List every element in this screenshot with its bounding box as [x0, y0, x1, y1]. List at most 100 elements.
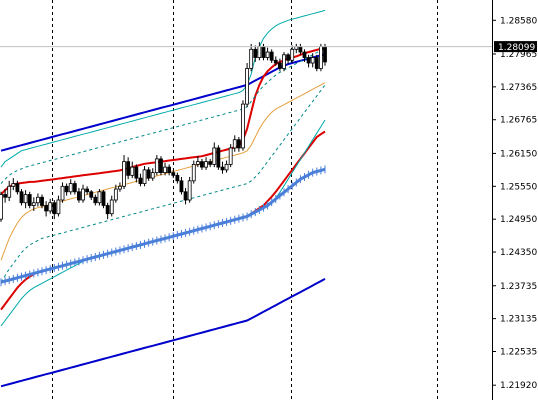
candle-body	[249, 48, 254, 69]
candle-body	[286, 54, 290, 61]
y-tick-label: 1.23135	[500, 315, 537, 325]
candle-body	[56, 199, 61, 215]
candle-body	[134, 166, 139, 179]
candle-body	[191, 163, 196, 182]
y-tick-label: 1.25550	[500, 182, 537, 192]
candle-body	[97, 191, 102, 204]
candle-body	[183, 191, 188, 201]
candle-body	[265, 51, 270, 58]
candle-body	[31, 202, 36, 206]
candle-body	[7, 185, 12, 198]
candle-body	[93, 196, 98, 204]
candle-body	[105, 205, 110, 215]
candle-body	[224, 163, 229, 171]
candle-body	[282, 54, 286, 69]
candle-body	[212, 147, 217, 165]
current-price-box-bg	[494, 41, 537, 53]
candle-body	[187, 180, 192, 201]
candle-body	[195, 161, 200, 165]
candle-body	[306, 57, 311, 64]
candle-body	[179, 180, 184, 193]
candle-body	[163, 166, 167, 174]
y-tick-label: 1.26765	[500, 116, 537, 126]
candle-body	[204, 161, 208, 168]
candle-body	[261, 46, 266, 58]
candle-body	[245, 68, 249, 105]
candle-body	[126, 161, 131, 176]
candle-body	[167, 166, 172, 174]
series-line	[0, 53, 326, 152]
candle-body	[253, 48, 258, 58]
y-tick-label: 1.22535	[500, 348, 537, 358]
candle-body	[298, 46, 303, 53]
candle-body	[277, 62, 282, 69]
candle-body	[138, 177, 143, 184]
current-price-label: 1.28099	[498, 43, 535, 53]
candle-body	[64, 185, 69, 193]
candle-body	[44, 205, 49, 212]
price-axis: 1.28580 1.27965 1.27365 1.26765 1.26150 1.255…	[492, 16, 537, 391]
candle-body	[89, 191, 94, 198]
candle-body	[0, 194, 3, 220]
series-line	[0, 46, 326, 196]
candle-body	[318, 46, 323, 69]
candle-body	[36, 196, 40, 204]
series-line	[0, 167, 326, 284]
candle-body	[48, 202, 53, 212]
candle-body	[228, 147, 233, 165]
candle-body	[208, 161, 213, 165]
y-tick-label: 1.27365	[500, 83, 537, 93]
candle-body	[159, 158, 163, 174]
candle-body	[130, 166, 135, 176]
y-tick-label: 1.24950	[500, 215, 537, 225]
candle-body	[3, 194, 8, 198]
candle-body	[40, 196, 44, 206]
indicator-lines	[0, 9, 326, 388]
candle-body	[154, 158, 159, 174]
candle-body	[216, 147, 221, 168]
candle-body	[142, 169, 147, 184]
series-line	[0, 278, 326, 388]
candlesticks	[0, 42, 327, 222]
candle-body	[220, 166, 225, 171]
candle-body	[11, 183, 16, 187]
candle-body	[72, 183, 77, 193]
candle-body	[241, 103, 245, 149]
candle-body	[109, 199, 114, 215]
candle-body	[150, 172, 155, 179]
candle-body	[200, 161, 204, 168]
candle-body	[310, 57, 315, 64]
y-tick-label: 1.24350	[500, 248, 537, 258]
candle-body	[68, 183, 73, 193]
candle-body	[269, 51, 274, 61]
series-line	[0, 9, 326, 168]
candle-body	[27, 194, 32, 206]
current-price-box: 1.28099	[494, 41, 537, 53]
series-line	[0, 84, 326, 283]
y-tick-label: 1.21920	[500, 381, 537, 391]
candle-body	[175, 174, 180, 182]
candle-body	[122, 161, 126, 187]
candle-body	[236, 139, 241, 149]
y-tick-label: 1.23735	[500, 282, 537, 292]
candle-body	[257, 46, 262, 58]
candle-body	[15, 183, 20, 193]
candle-body	[52, 202, 57, 215]
candle-body	[290, 48, 295, 61]
series-line	[0, 47, 326, 184]
candle-body	[171, 172, 176, 176]
candle-body	[302, 51, 307, 58]
candle-body	[77, 191, 81, 201]
candle-body	[23, 194, 28, 204]
candle-body	[60, 185, 65, 201]
candle-body	[118, 185, 122, 190]
candle-body	[232, 139, 237, 149]
y-tick-label: 1.28580	[500, 16, 537, 26]
candle-body	[85, 188, 90, 193]
y-tick-label: 1.27965	[500, 50, 537, 60]
candle-body	[273, 59, 278, 64]
candle-body	[19, 191, 24, 204]
candle-body	[101, 191, 106, 206]
candle-body	[314, 57, 319, 69]
